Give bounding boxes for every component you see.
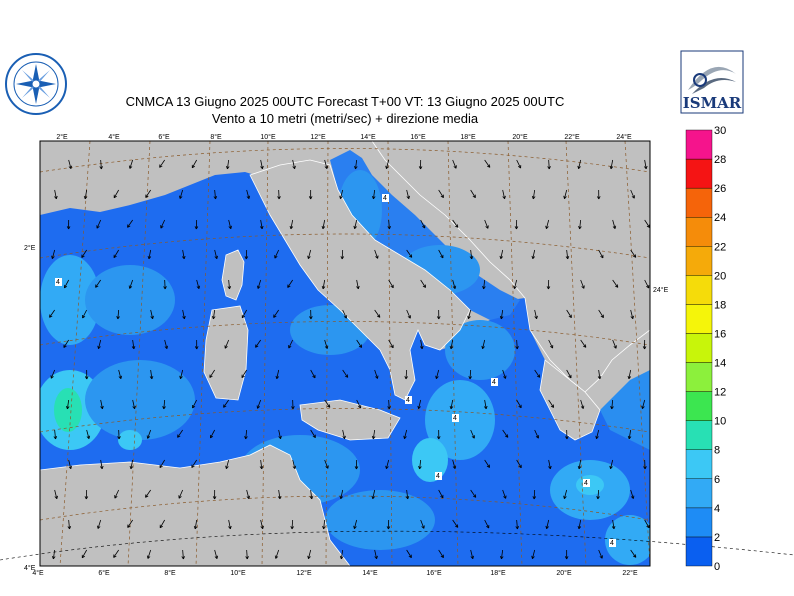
colorbar-label-6: 12	[714, 387, 726, 399]
contour-label-7: 4	[610, 540, 614, 547]
colorbar-label-13: 26	[714, 183, 726, 195]
sicily-island	[299, 399, 401, 441]
top-tick-5: 12°E	[310, 133, 326, 141]
colorbar-swatch-0	[685, 536, 713, 567]
contour-label-6: 4	[584, 480, 588, 487]
colorbar-label-10: 20	[714, 270, 726, 282]
colorbar-label-3: 6	[714, 474, 720, 486]
bottom-tick-4: 12°E	[296, 569, 312, 577]
contour-label-5: 4	[492, 379, 496, 386]
colorbar-label-14: 28	[714, 154, 726, 166]
top-tick-8: 18°E	[460, 133, 476, 141]
side-tick-left-0: 2°E	[24, 244, 36, 252]
ismar-logo: ISMAR	[680, 50, 744, 114]
colorbar-label-1: 2	[714, 532, 720, 544]
colorbar-swatch-1	[685, 507, 713, 538]
top-tick-10: 22°E	[564, 133, 580, 141]
map-title: CNMCA 13 Giugno 2025 00UTC Forecast T+00…	[125, 94, 565, 109]
contour-label-2: 4	[406, 397, 410, 404]
contour-label-0: 4	[56, 279, 60, 286]
top-tick-2: 6°E	[158, 133, 170, 141]
colorbar-swatch-7	[685, 333, 713, 363]
bottom-tick-8: 20°E	[556, 569, 572, 577]
colorbar-swatch-5	[685, 391, 713, 421]
bottom-tick-9: 22°E	[622, 569, 638, 577]
bottom-tick-labels: 4°E 6°E 8°E 10°E 12°E 14°E 16°E 18°E 20°E 22°E	[32, 569, 638, 577]
colorbar-swatch-9	[685, 275, 713, 305]
italy-peninsula	[249, 159, 471, 401]
colorbar-swatch-8	[685, 304, 713, 334]
colorbar-swatch-3	[685, 449, 713, 480]
top-tick-1: 4°E	[108, 133, 120, 141]
side-tick-left-1: 4°E	[24, 564, 36, 572]
top-tick-11: 24°E	[616, 133, 632, 141]
colorbar-swatch-2	[685, 478, 713, 509]
map-frame	[39, 140, 651, 567]
wind-arrows	[49, 159, 650, 560]
bottom-tick-1: 6°E	[98, 569, 110, 577]
colorbar-label-2: 4	[714, 503, 720, 515]
bottom-tick-3: 10°E	[230, 569, 246, 577]
colorbar-label-12: 24	[714, 212, 726, 224]
colorbar-swatch-12	[685, 187, 713, 218]
colorbar-label-4: 8	[714, 445, 720, 457]
graticule	[40, 141, 650, 566]
colorbar-swatch-11	[685, 216, 713, 247]
top-tick-7: 16°E	[410, 133, 426, 141]
colorbar-label-7: 14	[714, 358, 726, 370]
balkan-coast	[371, 141, 650, 393]
top-tick-4: 10°E	[260, 133, 276, 141]
ismar-logo-text: ISMAR	[682, 94, 742, 112]
bottom-tick-0: 4°E	[32, 569, 44, 577]
colorbar-swatch-13	[685, 158, 713, 189]
colorbar-label-11: 22	[714, 241, 726, 253]
africa-coast	[40, 444, 351, 566]
greece-peninsula	[539, 359, 601, 441]
aegean-sea	[600, 370, 650, 450]
top-tick-labels: 2°E 4°E 6°E 8°E 10°E 12°E 14°E 16°E 18°E 20°E 22°E…	[56, 133, 632, 141]
bottom-tick-5: 14°E	[362, 569, 378, 577]
colorbar-swatch-14	[685, 129, 713, 160]
bottom-tick-6: 16°E	[426, 569, 442, 577]
colorbar-label-5: 10	[714, 416, 726, 428]
colorbar-swatch-4	[685, 420, 713, 450]
meteo-service-logo	[4, 52, 68, 116]
contour-label-1: 4	[383, 195, 387, 202]
top-tick-9: 20°E	[512, 133, 528, 141]
contour-label-4: 4	[436, 473, 440, 480]
top-tick-0: 2°E	[56, 133, 68, 141]
colorbar-label-8: 16	[714, 328, 726, 340]
colorbar-label-0: 0	[714, 561, 720, 573]
contour-labels: 4 4 4 4 4 4 4 4	[55, 194, 616, 547]
colorbar-swatch-10	[685, 246, 713, 276]
colorbar-label-9: 18	[714, 299, 726, 311]
corsica-island	[221, 249, 245, 301]
top-tick-6: 14°E	[360, 133, 376, 141]
bottom-tick-2: 8°E	[164, 569, 176, 577]
colorbar-swatch-6	[685, 362, 713, 392]
top-tick-3: 8°E	[210, 133, 222, 141]
contour-label-3: 4	[453, 415, 457, 422]
sardinia-island	[203, 305, 249, 401]
side-tick-right-0: 24°E	[653, 286, 669, 294]
map-subtitle: Vento a 10 metri (metri/sec) + direzione…	[211, 111, 479, 126]
colorbar-label-15: 30	[714, 125, 726, 137]
bottom-tick-7: 18°E	[490, 569, 506, 577]
